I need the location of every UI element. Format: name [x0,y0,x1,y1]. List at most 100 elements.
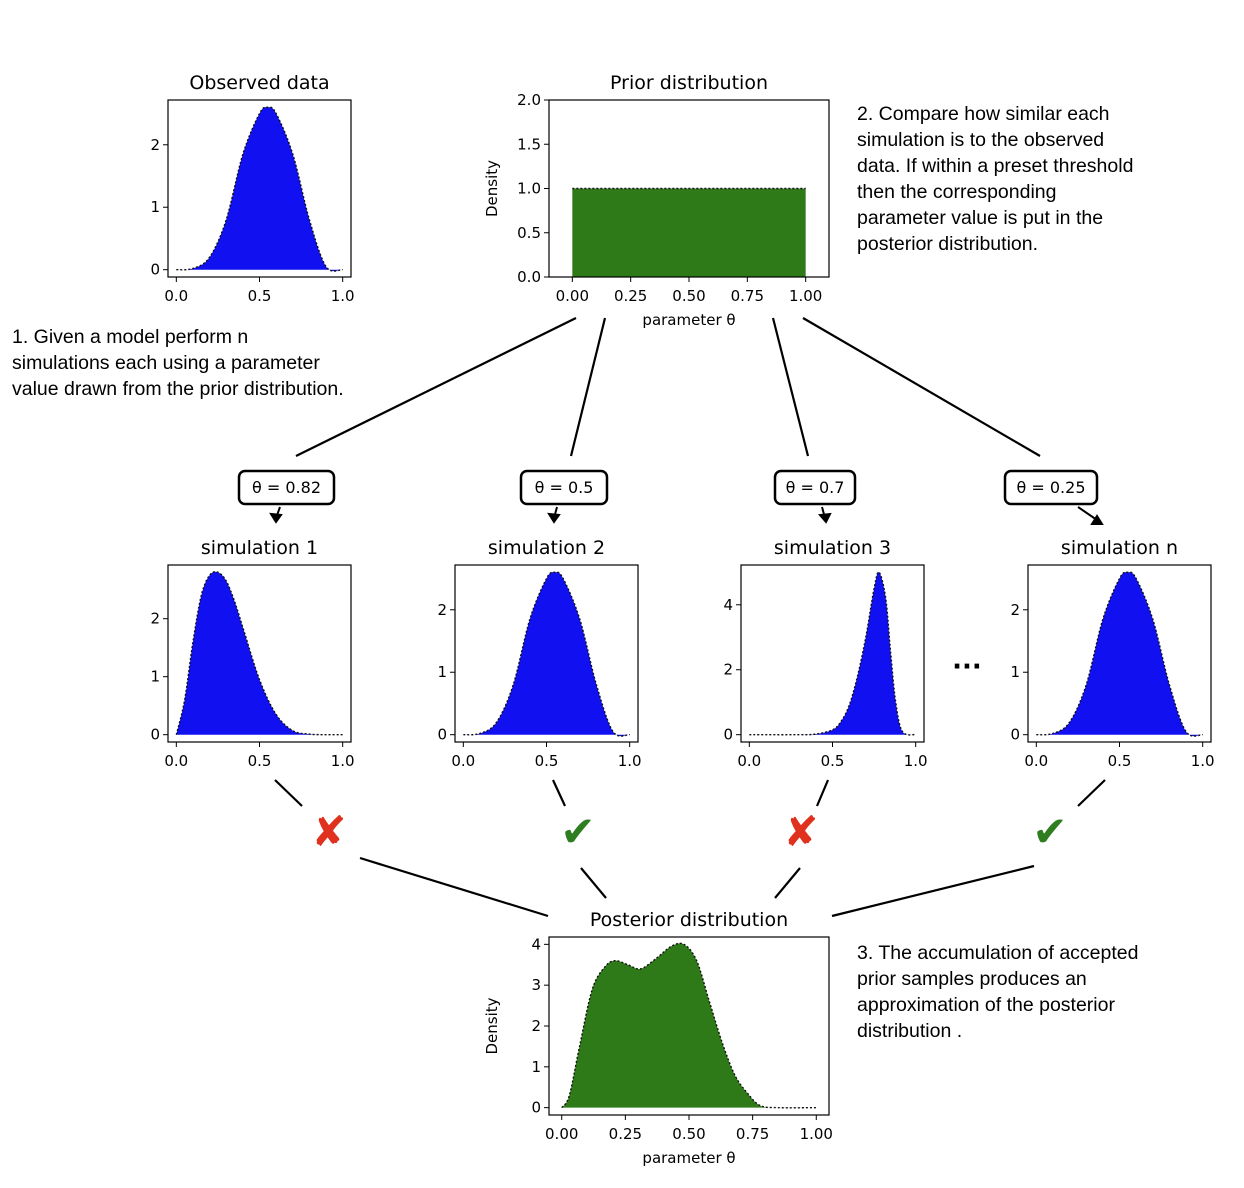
y-tick-label: 2 [437,601,447,619]
x-axis-label: parameter θ [642,311,735,329]
x-tick-label: 0.25 [614,287,647,305]
chart-title: simulation n [1061,537,1178,559]
x-tick-label: 0.0 [164,752,188,770]
connector-verdict2-posterior [580,867,607,899]
connector-lines [274,317,1106,918]
y-axis-label: Density [483,997,501,1054]
chart-title: Prior distribution [610,72,768,94]
theta-box-4: θ = 0.25 [1003,469,1099,506]
y-tick-label: 0 [531,1099,541,1117]
y-tick-label: 1.0 [517,180,541,198]
connector-sim2-verdict [552,779,566,807]
theta-box-3: θ = 0.7 [773,469,857,506]
density-curve [1036,571,1203,737]
annotation-step2: 2. Compare how similar each simulation is… [857,103,1133,255]
density-curve [749,571,916,736]
arrow-icon [269,506,283,524]
x-axis-label: parameter θ [642,1149,735,1167]
connector-verdict1-posterior [359,856,549,918]
annotation-line: 3. The accumulation of accepted [857,942,1138,964]
y-tick-label: 4 [723,596,733,614]
connector-verdict3-posterior [774,867,801,899]
y-tick-label: 3 [531,976,541,994]
annotation-line: 1. Given a model perform n [12,326,248,348]
connector-simn-verdict [1077,779,1106,807]
x-tick-label: 1.00 [800,1125,833,1143]
y-tick-label: 1 [1010,663,1020,681]
annotation-line: posterior distribution. [857,233,1038,255]
chart-title: simulation 1 [201,537,318,559]
annotation-line: simulation is to the observed [857,129,1104,151]
x-tick-label: 0.5 [1108,752,1132,770]
density-area [749,572,916,735]
density-area [1036,572,1203,737]
reject-mark-3: ✘ [783,807,818,856]
x-tick-label: 0.75 [736,1125,769,1143]
x-tick-label: 0.5 [248,287,272,305]
chart-title: Observed data [189,72,329,94]
density-area [176,571,343,735]
density-curve [175,571,343,736]
x-tick-label: 1.00 [789,287,822,305]
y-tick-label: 0 [150,261,160,279]
x-tick-label: 0.0 [737,752,761,770]
accept-mark-4: ✔ [1032,807,1067,856]
annotation-line: data. If within a preset threshold [857,155,1133,177]
arrow-icon [817,506,832,524]
density-area [561,943,817,1108]
x-tick-label: 1.0 [1191,752,1215,770]
x-tick-label: 0.5 [248,752,272,770]
y-tick-label: 2 [1010,601,1020,619]
y-tick-label: 1 [531,1058,541,1076]
x-tick-label: 0.00 [556,287,589,305]
density-area [572,188,806,277]
chart-simulation-3: simulation 3 0.0 0.5 1.0 0 2 4 [723,537,927,770]
y-tick-label: 1 [437,663,447,681]
theta-box-label: θ = 0.82 [252,478,321,497]
x-tick-label: 0.50 [672,1125,705,1143]
x-tick-label: 0.0 [451,752,475,770]
annotation-line: parameter value is put in the [857,207,1103,229]
connector-sim3-verdict [815,779,830,807]
y-tick-label: 0 [723,726,733,744]
x-tick-label: 0.5 [821,752,845,770]
plot-area [176,106,343,272]
density-area [463,572,630,737]
chart-posterior-distribution: Posterior distribution 0.00 0.25 0.50 0.75 1.… [483,909,833,1167]
chart-simulation-2: simulation 2 0.0 0.5 1.0 0 1 2 [437,537,641,770]
connector-prior-to-simn [802,317,1041,457]
x-tick-label: 1.0 [331,752,355,770]
connector-prior-to-sim3 [771,317,810,457]
chart-simulation-n: simulation n 0.0 0.5 1.0 0 1 2 [1010,537,1214,770]
y-tick-label: 2 [723,661,733,679]
plot-area [463,571,630,737]
y-tick-label: 1.5 [517,135,541,153]
x-tick-label: 1.0 [331,287,355,305]
connector-prior-to-sim1 [295,317,577,457]
chart-simulation-1: simulation 1 0.0 0.5 1.0 0 1 2 [150,537,354,770]
accept-mark-2: ✔ [560,807,595,856]
x-tick-label: 0.0 [164,287,188,305]
y-axis-label: Density [483,160,501,217]
theta-box-label: θ = 0.7 [786,478,845,497]
arrow-icon [547,506,561,524]
x-tick-label: 0.25 [609,1125,642,1143]
annotation-line: distribution . [857,1020,962,1042]
x-tick-label: 0.00 [545,1125,578,1143]
theta-box-label: θ = 0.25 [1017,478,1086,497]
y-tick-label: 1 [150,198,160,216]
density-curve [463,571,630,737]
chart-title: simulation 3 [774,537,891,559]
x-tick-label: 1.0 [618,752,642,770]
theta-arrows [269,506,1104,525]
x-tick-label: 0.0 [1024,752,1048,770]
y-tick-label: 0.5 [517,224,541,242]
reject-mark-1: ✘ [311,807,346,856]
x-tick-label: 1.0 [904,752,928,770]
y-tick-label: 1 [150,668,160,686]
annotation-line: approximation of the posterior [857,994,1115,1016]
plot-area [1036,571,1203,737]
chart-title: simulation 2 [488,537,605,559]
theta-box-1: θ = 0.82 [237,469,336,506]
